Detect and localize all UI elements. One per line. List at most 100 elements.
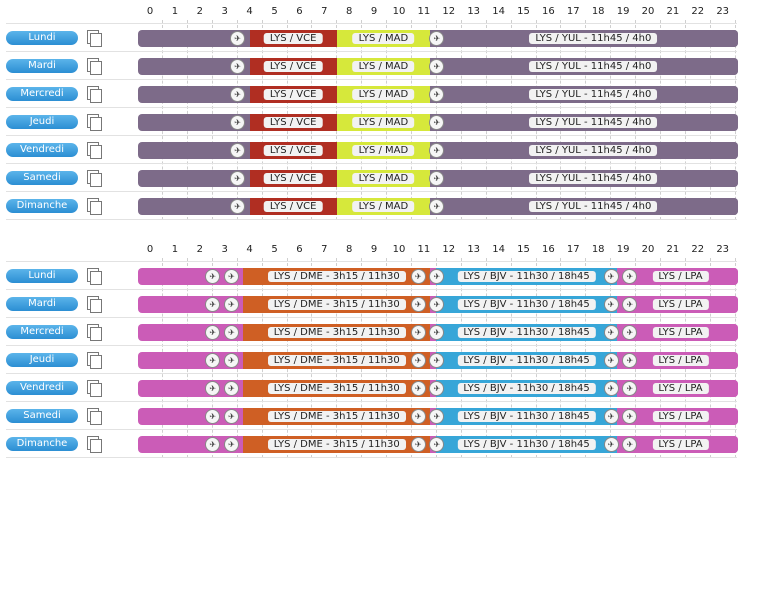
day-button-mercredi[interactable]: Mercredi (6, 325, 78, 339)
flight-segment[interactable]: LYS / BJV - 11h30 / 18h45 (436, 408, 617, 425)
flight-segment[interactable]: LYS / DME - 3h15 / 11h30 (243, 380, 431, 397)
flight-segment[interactable]: LYS / MAD (336, 86, 431, 103)
plane-landing-icon[interactable]: ✈ (622, 297, 638, 312)
plane-landing-icon[interactable]: ✈ (429, 297, 445, 312)
plane-takeoff-icon[interactable]: ✈ (410, 409, 426, 424)
plane-takeoff-icon[interactable]: ✈ (205, 269, 221, 284)
plane-takeoff-icon[interactable]: ✈ (603, 325, 619, 340)
plane-takeoff-icon[interactable]: ✈ (205, 353, 221, 368)
plane-landing-icon[interactable]: ✈ (429, 115, 445, 130)
plane-landing-icon[interactable]: ✈ (429, 199, 445, 214)
flight-segment[interactable]: LYS / LPA (623, 324, 738, 341)
copy-icon[interactable] (87, 436, 102, 453)
copy-icon[interactable] (87, 58, 102, 75)
plane-landing-icon[interactable]: ✈ (223, 437, 239, 452)
plane-landing-icon[interactable]: ✈ (429, 437, 445, 452)
plane-landing-icon[interactable]: ✈ (622, 437, 638, 452)
flight-segment[interactable]: LYS / YUL - 11h45 / 4h0 (448, 198, 738, 215)
flight-segment[interactable]: LYS / YUL - 11h45 / 4h0 (448, 58, 738, 75)
flight-segment[interactable]: LYS / MAD (336, 30, 431, 47)
flight-segment[interactable]: LYS / VCE (249, 142, 337, 159)
plane-landing-icon[interactable]: ✈ (429, 171, 445, 186)
copy-icon[interactable] (87, 324, 102, 341)
flight-segment[interactable]: LYS / VCE (249, 170, 337, 187)
flight-segment[interactable]: LYS / LPA (623, 436, 738, 453)
flight-segment[interactable]: LYS / BJV - 11h30 / 18h45 (436, 324, 617, 341)
plane-landing-icon[interactable]: ✈ (622, 409, 638, 424)
flight-segment[interactable]: LYS / DME - 3h15 / 11h30 (243, 352, 431, 369)
plane-takeoff-icon[interactable]: ✈ (230, 31, 246, 46)
copy-icon[interactable] (87, 380, 102, 397)
plane-landing-icon[interactable]: ✈ (622, 381, 638, 396)
day-button-samedi[interactable]: Samedi (6, 409, 78, 423)
copy-icon[interactable] (87, 408, 102, 425)
plane-takeoff-icon[interactable]: ✈ (410, 325, 426, 340)
flight-segment[interactable]: LYS / MAD (336, 170, 431, 187)
plane-landing-icon[interactable]: ✈ (223, 381, 239, 396)
flight-timeline[interactable]: LYS / DME - 3h15 / 11h30 LYS / BJV - 11h3… (138, 268, 738, 285)
flight-timeline[interactable]: LYS / DME - 3h15 / 11h30 LYS / BJV - 11h3… (138, 380, 738, 397)
copy-icon[interactable] (87, 170, 102, 187)
flight-segment[interactable]: LYS / BJV - 11h30 / 18h45 (436, 296, 617, 313)
plane-takeoff-icon[interactable]: ✈ (205, 297, 221, 312)
plane-landing-icon[interactable]: ✈ (429, 381, 445, 396)
flight-segment[interactable]: LYS / BJV - 11h30 / 18h45 (436, 268, 617, 285)
flight-timeline[interactable]: LYS / VCE LYS / MAD LYS / YUL - 11h45 / 4h… (138, 58, 738, 75)
flight-segment[interactable]: LYS / LPA (623, 296, 738, 313)
day-button-lundi[interactable]: Lundi (6, 269, 78, 283)
flight-segment[interactable]: LYS / LPA (623, 408, 738, 425)
day-button-jeudi[interactable]: Jeudi (6, 115, 78, 129)
day-button-mardi[interactable]: Mardi (6, 297, 78, 311)
plane-takeoff-icon[interactable]: ✈ (603, 381, 619, 396)
flight-timeline[interactable]: LYS / DME - 3h15 / 11h30 LYS / BJV - 11h3… (138, 408, 738, 425)
flight-segment[interactable]: LYS / BJV - 11h30 / 18h45 (436, 436, 617, 453)
plane-takeoff-icon[interactable]: ✈ (205, 381, 221, 396)
plane-takeoff-icon[interactable]: ✈ (603, 297, 619, 312)
flight-timeline[interactable]: LYS / VCE LYS / MAD LYS / YUL - 11h45 / 4h… (138, 198, 738, 215)
flight-timeline[interactable]: LYS / DME - 3h15 / 11h30 LYS / BJV - 11h3… (138, 324, 738, 341)
flight-segment[interactable]: LYS / DME - 3h15 / 11h30 (243, 296, 431, 313)
plane-takeoff-icon[interactable]: ✈ (230, 143, 246, 158)
flight-segment[interactable]: LYS / YUL - 11h45 / 4h0 (448, 30, 738, 47)
plane-landing-icon[interactable]: ✈ (429, 353, 445, 368)
copy-icon[interactable] (87, 296, 102, 313)
plane-landing-icon[interactable]: ✈ (622, 353, 638, 368)
flight-segment[interactable]: LYS / VCE (249, 198, 337, 215)
flight-timeline[interactable]: LYS / DME - 3h15 / 11h30 LYS / BJV - 11h3… (138, 352, 738, 369)
day-button-dimanche[interactable]: Dimanche (6, 437, 78, 451)
copy-icon[interactable] (87, 114, 102, 131)
plane-takeoff-icon[interactable]: ✈ (603, 269, 619, 284)
plane-landing-icon[interactable]: ✈ (429, 59, 445, 74)
flight-segment[interactable]: LYS / VCE (249, 30, 337, 47)
flight-segment[interactable]: LYS / DME - 3h15 / 11h30 (243, 408, 431, 425)
day-button-lundi[interactable]: Lundi (6, 31, 78, 45)
plane-takeoff-icon[interactable]: ✈ (230, 87, 246, 102)
flight-segment[interactable]: LYS / LPA (623, 380, 738, 397)
flight-segment[interactable]: LYS / MAD (336, 142, 431, 159)
plane-takeoff-icon[interactable]: ✈ (205, 325, 221, 340)
flight-timeline[interactable]: LYS / VCE LYS / MAD LYS / YUL - 11h45 / 4h… (138, 170, 738, 187)
plane-landing-icon[interactable]: ✈ (223, 269, 239, 284)
flight-segment[interactable]: LYS / DME - 3h15 / 11h30 (243, 436, 431, 453)
flight-segment[interactable]: LYS / VCE (249, 114, 337, 131)
plane-takeoff-icon[interactable]: ✈ (603, 409, 619, 424)
day-button-mercredi[interactable]: Mercredi (6, 87, 78, 101)
day-button-jeudi[interactable]: Jeudi (6, 353, 78, 367)
day-button-vendredi[interactable]: Vendredi (6, 381, 78, 395)
flight-segment[interactable]: LYS / DME - 3h15 / 11h30 (243, 324, 431, 341)
plane-landing-icon[interactable]: ✈ (223, 297, 239, 312)
plane-landing-icon[interactable]: ✈ (429, 409, 445, 424)
flight-segment[interactable]: LYS / VCE (249, 58, 337, 75)
copy-icon[interactable] (87, 352, 102, 369)
flight-timeline[interactable]: LYS / DME - 3h15 / 11h30 LYS / BJV - 11h3… (138, 296, 738, 313)
plane-takeoff-icon[interactable]: ✈ (230, 59, 246, 74)
plane-takeoff-icon[interactable]: ✈ (603, 437, 619, 452)
copy-icon[interactable] (87, 86, 102, 103)
flight-timeline[interactable]: LYS / VCE LYS / MAD LYS / YUL - 11h45 / 4h… (138, 86, 738, 103)
plane-landing-icon[interactable]: ✈ (223, 353, 239, 368)
plane-landing-icon[interactable]: ✈ (429, 143, 445, 158)
copy-icon[interactable] (87, 30, 102, 47)
plane-takeoff-icon[interactable]: ✈ (410, 437, 426, 452)
flight-timeline[interactable]: LYS / VCE LYS / MAD LYS / YUL - 11h45 / 4h… (138, 114, 738, 131)
plane-takeoff-icon[interactable]: ✈ (410, 381, 426, 396)
